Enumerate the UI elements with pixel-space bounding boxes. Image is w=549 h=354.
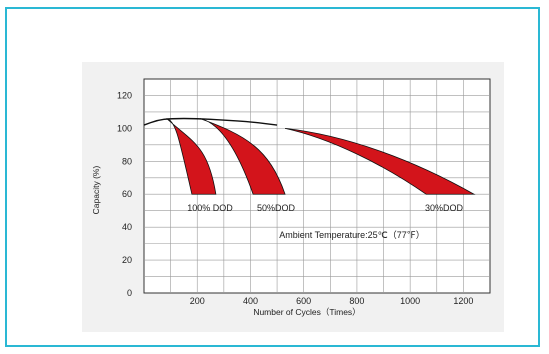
dod-band-2 bbox=[199, 118, 286, 195]
annotation-100-dod: 100% DOD bbox=[187, 203, 233, 213]
dod-band-3 bbox=[284, 127, 476, 195]
base-capacity-curve bbox=[143, 117, 278, 126]
y-tick-label: 100 bbox=[117, 123, 132, 133]
annotation-ambient-temperature: Ambient Temperature:25℃（77℉） bbox=[279, 230, 425, 240]
y-tick-label: 80 bbox=[122, 156, 132, 166]
annotation-30-dod: 30%DOD bbox=[425, 203, 464, 213]
x-tick-label: 1200 bbox=[453, 296, 473, 306]
x-tick-label: 400 bbox=[243, 296, 258, 306]
x-axis-label: Number of Cycles（Times） bbox=[253, 307, 360, 317]
x-tick-label: 200 bbox=[190, 296, 205, 306]
annotation-50-dod: 50%DOD bbox=[257, 203, 296, 213]
y-tick-label: 40 bbox=[122, 222, 132, 232]
x-tick-label: 600 bbox=[296, 296, 311, 306]
y-axis-label: Capacity (%) bbox=[91, 166, 101, 215]
y-tick-labels: 0 20 40 60 80 100 120 bbox=[117, 90, 132, 298]
x-tick-label: 1000 bbox=[400, 296, 420, 306]
y-tick-label: 60 bbox=[122, 189, 132, 199]
x-tick-label: 800 bbox=[349, 296, 364, 306]
y-tick-label: 120 bbox=[117, 90, 132, 100]
x-tick-labels: 200 400 600 800 1000 1200 bbox=[190, 296, 474, 306]
chart-marks bbox=[143, 117, 476, 195]
y-tick-label: 0 bbox=[127, 288, 132, 298]
dod-band-1 bbox=[166, 118, 217, 195]
y-tick-label: 20 bbox=[122, 255, 132, 265]
